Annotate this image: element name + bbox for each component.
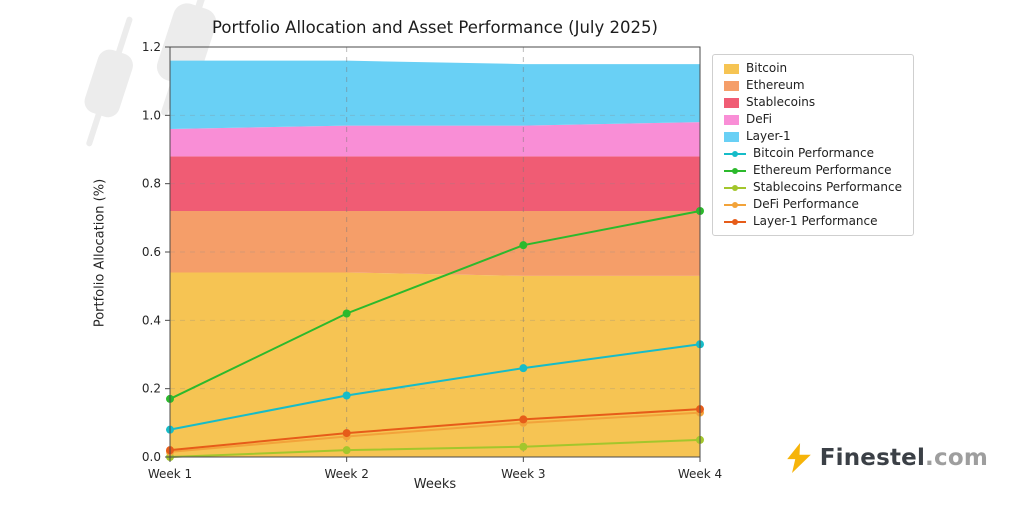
- area-ethereum: [170, 211, 700, 276]
- area-stablecoins: [170, 156, 700, 211]
- legend-item: Ethereum Performance: [724, 164, 902, 177]
- y-axis-label: Portfolio Allocation (%): [92, 178, 108, 328]
- legend-label: Layer-1 Performance: [753, 214, 878, 228]
- area-defi: [170, 122, 700, 157]
- legend-line-swatch: [724, 166, 746, 176]
- x-tick-label: Week 1: [148, 467, 192, 481]
- legend-patch-swatch: [724, 114, 739, 125]
- marker: [342, 309, 351, 318]
- y-tick-label: 1.0: [142, 108, 161, 122]
- x-tick-label: Week 3: [501, 467, 545, 481]
- legend-patch-swatch: [724, 80, 739, 91]
- marker: [519, 415, 528, 424]
- y-tick-label: 0.4: [142, 313, 161, 327]
- legend-line-swatch: [724, 217, 746, 227]
- marker: [342, 391, 351, 400]
- marker: [519, 364, 528, 373]
- y-tick-label: 0.8: [142, 177, 161, 191]
- legend-item: Layer-1: [724, 130, 902, 143]
- x-tick-label: Week 4: [678, 467, 722, 481]
- line-defi-performance: [169, 411, 701, 453]
- lightning-bolt-icon: [786, 443, 811, 473]
- legend-label: Layer-1: [746, 129, 791, 143]
- legend-label: Bitcoin: [746, 61, 788, 75]
- performance-lines: [166, 207, 704, 461]
- legend-label: DeFi Performance: [753, 197, 859, 211]
- brand-name: Finestel: [819, 445, 926, 471]
- legend: Bitcoin Ethereum Stablecoins DeFi Layer-1 Bit…: [712, 54, 914, 236]
- marker: [342, 429, 351, 438]
- legend-item: Stablecoins: [724, 96, 902, 109]
- axes-ticks: 0.0 0.2 0.4 0.6 0.8 1.0 1.2 Week 1 Week 2 Week 3 W…: [142, 40, 722, 481]
- legend-patch-swatch: [724, 131, 739, 142]
- area-layer-1: [170, 60, 700, 129]
- legend-line-dot: [732, 218, 738, 225]
- y-tick-label: 0.2: [142, 382, 161, 396]
- brand-suffix: .com: [925, 445, 988, 471]
- legend-item: Ethereum: [724, 79, 902, 92]
- legend-label: Stablecoins: [746, 95, 816, 109]
- y-tick-label: 0.6: [142, 245, 161, 259]
- marker: [342, 446, 351, 455]
- y-tick-label: 0.0: [142, 450, 161, 464]
- line-ethereum-performance: [169, 210, 701, 400]
- x-tick-label: Week 2: [325, 467, 369, 481]
- legend-line-dot: [732, 167, 738, 174]
- brand-logo: Finestel.com: [786, 443, 988, 473]
- x-axis-label: Weeks: [413, 477, 457, 492]
- legend-label: DeFi: [746, 112, 772, 126]
- line-bitcoin-performance: [169, 343, 701, 431]
- legend-label: Ethereum: [746, 78, 805, 92]
- legend-line-swatch: [724, 183, 746, 193]
- legend-line-swatch: [724, 200, 746, 210]
- legend-label: Bitcoin Performance: [753, 146, 875, 160]
- line-stablecoins-performance: [169, 438, 701, 458]
- chart-title: Portfolio Allocation and Asset Performan…: [212, 18, 658, 37]
- legend-label: Stablecoins Performance: [753, 180, 902, 194]
- legend-item: DeFi: [724, 113, 902, 126]
- line-layer-1-performance: [169, 408, 701, 452]
- legend-item: Stablecoins Performance: [724, 181, 902, 194]
- legend-patch-swatch: [724, 97, 739, 108]
- legend-line-dot: [732, 184, 738, 191]
- marker: [519, 442, 528, 451]
- legend-item: Bitcoin Performance: [724, 147, 902, 160]
- legend-label: Ethereum Performance: [753, 163, 892, 177]
- legend-item: Layer-1 Performance: [724, 215, 902, 228]
- legend-item: Bitcoin: [724, 62, 902, 75]
- area-bitcoin: [170, 272, 700, 457]
- legend-line-dot: [732, 201, 738, 208]
- marker: [519, 241, 528, 250]
- legend-item: DeFi Performance: [724, 198, 902, 211]
- legend-patch-swatch: [724, 63, 739, 74]
- legend-line-dot: [732, 150, 738, 157]
- y-tick-label: 1.2: [142, 40, 161, 54]
- legend-line-swatch: [724, 149, 746, 159]
- stacked-areas: [170, 60, 700, 457]
